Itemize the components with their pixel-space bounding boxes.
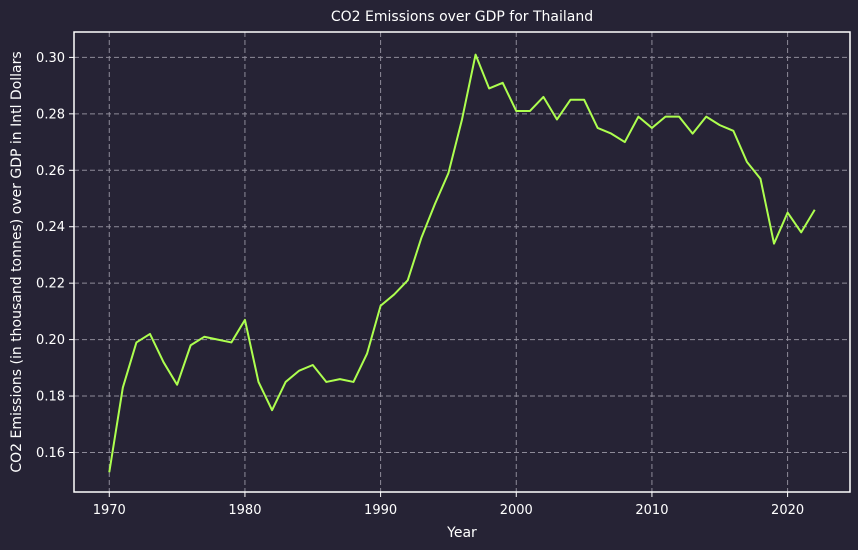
x-tick-label: 2010 [635, 503, 668, 518]
y-tick-label: 0.30 [36, 51, 65, 66]
y-tick-label: 0.26 [36, 164, 65, 179]
chart-title: CO2 Emissions over GDP for Thailand [331, 9, 593, 25]
x-tick-label: 2020 [771, 503, 804, 518]
plot-frame [73, 31, 851, 493]
x-tick-label: 2000 [500, 503, 533, 518]
x-tick-label: 1990 [364, 503, 397, 518]
x-axis: 1970 1980 1990 2000 2010 2020 [93, 492, 804, 518]
y-tick-label: 0.18 [36, 390, 65, 405]
x-tick-label: 1980 [228, 503, 261, 518]
y-axis: 0.16 0.18 0.20 0.22 0.24 0.26 0.28 0.30 [36, 51, 74, 461]
y-tick-label: 0.24 [36, 220, 65, 235]
y-axis-title: CO2 Emissions (in thousand tonnes) over … [9, 51, 25, 472]
series-layer [108, 53, 816, 473]
y-tick-label: 0.16 [36, 446, 65, 461]
x-axis-title: Year [446, 525, 477, 541]
grid [74, 32, 850, 492]
y-tick-label: 0.22 [36, 277, 65, 292]
y-tick-label: 0.28 [36, 107, 65, 122]
y-tick-label: 0.20 [36, 333, 65, 348]
series-line [108, 53, 816, 473]
x-tick-label: 1970 [93, 503, 126, 518]
